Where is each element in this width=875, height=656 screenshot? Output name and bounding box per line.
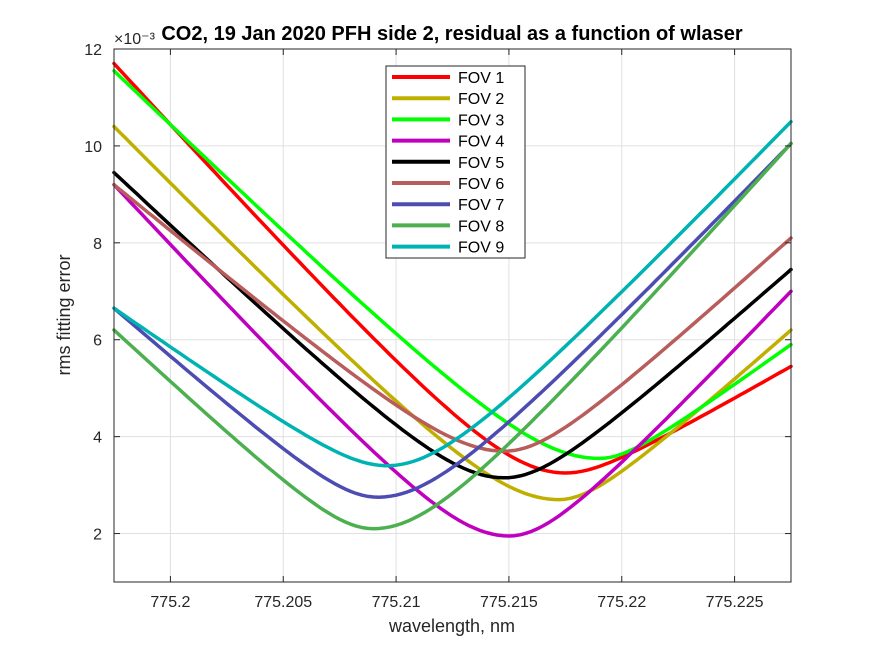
series-line-fov-4: [112, 182, 793, 538]
x-axis-ticks: 775.2 775.205 775.21 775.215 775.22 775.225: [150, 49, 764, 611]
legend-label-fov-5: FOV 5: [458, 155, 504, 172]
legend-label-fov-9: FOV 9: [458, 240, 504, 257]
plot-frame: [113, 48, 792, 583]
y-tick-label: 10: [84, 139, 102, 156]
x-tick-label: 775.215: [480, 594, 538, 611]
series-line-fov-7: [112, 141, 793, 499]
series-line-fov-8: [112, 141, 793, 531]
legend-label-fov-2: FOV 2: [458, 91, 504, 108]
y-exponent-label: ×10⁻³: [114, 31, 156, 48]
series-line-fov-2: [112, 124, 793, 502]
legend: FOV 1 FOV 2 FOV 3 FOV 4 FOV 5 FOV 6 FOV 7 FOV 8…: [385, 65, 526, 259]
y-axis-label: rms fitting error: [54, 254, 74, 375]
legend-label-fov-8: FOV 8: [458, 218, 504, 235]
legend-label-fov-6: FOV 6: [458, 176, 504, 193]
y-tick-label: 2: [93, 527, 102, 544]
series-group: [112, 61, 793, 538]
y-tick-label: 6: [93, 333, 102, 350]
y-tick-label: 8: [93, 236, 102, 253]
legend-label-fov-1: FOV 1: [458, 70, 504, 87]
legend-label-fov-3: FOV 3: [458, 112, 504, 129]
x-tick-label: 775.2: [150, 594, 190, 611]
y-axis-ticks: 2 4 6 8 10 12: [84, 42, 791, 544]
x-axis-label: wavelength, nm: [388, 616, 515, 636]
y-tick-label: 4: [93, 430, 102, 447]
series-line-fov-6: [112, 182, 793, 453]
y-tick-label: 12: [84, 42, 102, 59]
x-tick-label: 775.21: [372, 594, 421, 611]
legend-label-fov-4: FOV 4: [458, 134, 504, 151]
x-tick-label: 775.225: [706, 594, 764, 611]
legend-label-fov-7: FOV 7: [458, 197, 504, 214]
series-line-fov-3: [112, 69, 793, 461]
x-tick-label: 775.205: [254, 594, 312, 611]
series-line-fov-9: [112, 119, 793, 468]
chart-title: CO2, 19 Jan 2020 PFH side 2, residual as…: [161, 23, 743, 45]
x-tick-label: 775.22: [597, 594, 646, 611]
